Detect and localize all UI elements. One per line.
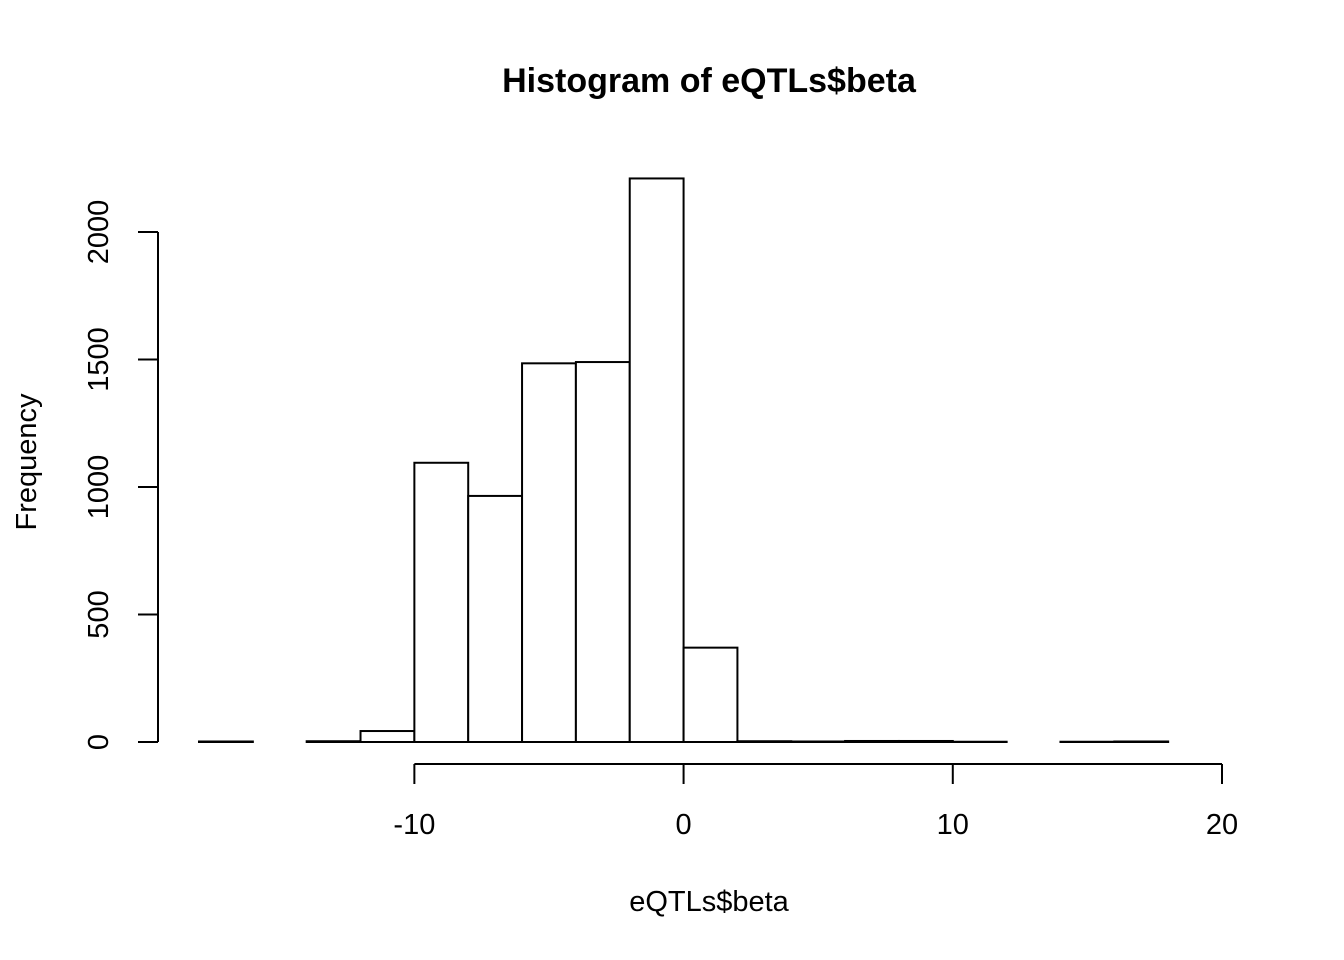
histogram-bar xyxy=(790,740,847,743)
histogram-bar xyxy=(521,362,577,743)
x-tick-label: 10 xyxy=(937,809,969,841)
chart-title: Histogram of eQTLs$beta xyxy=(502,62,917,100)
histogram-bar xyxy=(198,740,254,743)
bars-group xyxy=(198,177,1170,744)
histogram-bar xyxy=(736,740,793,743)
y-tick-label: 1000 xyxy=(83,455,115,520)
histogram-bar xyxy=(467,494,524,743)
x-tick-label: 0 xyxy=(676,809,692,841)
y-tick-label: 1500 xyxy=(83,327,115,392)
histogram-bar xyxy=(574,361,631,743)
y-axis: 0 500 1000 1500 2000 xyxy=(83,200,159,750)
histogram-bar xyxy=(1113,740,1170,743)
y-tick-label: 0 xyxy=(83,734,115,750)
x-axis: -10 0 10 20 xyxy=(393,763,1238,841)
y-tick-label: 500 xyxy=(83,590,115,638)
histogram-bar xyxy=(628,177,685,743)
x-tick-label: 20 xyxy=(1206,809,1238,841)
histogram-bar xyxy=(682,646,739,744)
histogram-bar xyxy=(359,730,416,743)
histogram-bar xyxy=(413,461,470,743)
histogram-bar xyxy=(305,740,362,743)
y-tick-label: 2000 xyxy=(83,200,115,265)
x-axis-label: eQTLs$beta xyxy=(629,886,789,918)
y-axis-label: Frequency xyxy=(11,393,43,531)
histogram-bar xyxy=(844,739,900,743)
x-tick-label: -10 xyxy=(393,809,435,841)
histogram-bar xyxy=(897,739,954,743)
